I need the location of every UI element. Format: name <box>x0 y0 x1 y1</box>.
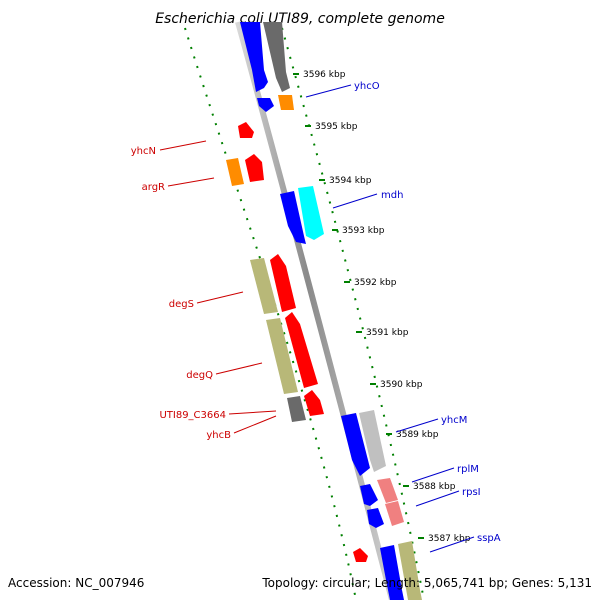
kbp-tick-label: 3589 kbp <box>396 430 439 440</box>
kbp-tick-label: 3594 kbp <box>329 176 372 186</box>
gene-label-leader <box>215 362 263 375</box>
gene-label-argr: argR <box>142 182 165 193</box>
gene-arrow-blue <box>280 191 306 244</box>
forward-strand-genes <box>240 22 422 600</box>
map-title: Escherichia coli UTI89, complete genome <box>155 11 445 27</box>
gene-label-leader <box>196 291 244 304</box>
gene-arrow-khaki <box>266 318 298 394</box>
gene-label-leader <box>415 490 460 507</box>
right-guide-line <box>281 27 425 600</box>
kbp-tick-label: 3595 kbp <box>315 122 358 132</box>
kbp-tick-label: 3592 kbp <box>354 278 397 288</box>
gene-arrow-blue <box>380 545 404 600</box>
reverse-strand-genes <box>226 122 368 562</box>
gene-label-leader <box>395 418 439 433</box>
gene-label-leader <box>332 193 378 209</box>
kbp-tick-label: 3591 kbp <box>366 328 409 338</box>
gene-arrow-red <box>270 254 296 312</box>
topology-label: Topology: circular; Length: 5,065,741 bp… <box>261 576 592 590</box>
kbp-tick-label: 3593 kbp <box>342 226 385 236</box>
gene-arrow-red <box>238 122 254 138</box>
gene-label-leader <box>167 177 215 187</box>
gene-label-yhcn: yhcN <box>131 146 156 157</box>
gene-arrow-pink <box>377 478 398 503</box>
kbp-ticks: 3596 kbp 3595 kbp 3594 kbp 3593 kbp 3592 kbp… <box>293 70 471 544</box>
gene-label-mdh: mdh <box>381 190 403 201</box>
gene-arrow-red <box>245 154 264 182</box>
gene-arrow-khaki <box>250 258 278 314</box>
gene-arrow-red <box>304 390 324 416</box>
gene-arrow-orange <box>226 158 244 186</box>
gene-arrow-khaki <box>398 541 422 600</box>
gene-arrow-blue <box>341 413 370 476</box>
gene-arrow-orange <box>278 95 294 110</box>
gene-arrow-gray <box>263 22 290 92</box>
gene-arrow-gray <box>287 396 306 422</box>
kbp-tick-label: 3588 kbp <box>413 482 456 492</box>
gene-arrow-red <box>353 548 368 562</box>
gene-label-degs: degS <box>169 299 194 310</box>
gene-label-rplm: rplM <box>457 464 479 475</box>
gene-label-yhcm: yhcM <box>441 415 467 426</box>
gene-label-yhcb: yhcB <box>206 430 231 441</box>
gene-arrow-blue <box>367 508 384 528</box>
kbp-tick-label: 3590 kbp <box>380 380 423 390</box>
gene-label-leader <box>228 410 277 415</box>
gene-label-yhco: yhcO <box>354 81 380 92</box>
gene-label-rpsi: rpsI <box>462 487 481 498</box>
gene-arrow-cyan <box>298 186 324 240</box>
gene-label-leader <box>411 467 455 483</box>
gene-label-leader <box>305 84 352 98</box>
gene-label-uti89_c3664: UTI89_C3664 <box>159 410 226 421</box>
gene-arrow-blue <box>257 98 274 112</box>
kbp-tick-label: 3596 kbp <box>303 70 346 80</box>
gene-arrow-gray <box>359 410 386 472</box>
gene-label-leader <box>429 536 475 553</box>
gene-arrow-red <box>285 312 318 388</box>
gene-label-leader <box>159 140 207 151</box>
gene-labels: yhcO mdh yhcM rplM rpsI sspA yhcN argR degS degQ U… <box>131 81 501 553</box>
gene-label-sspa: sspA <box>477 533 501 544</box>
gene-arrow-pink <box>385 501 404 526</box>
accession-label: Accession: NC_007946 <box>8 576 144 590</box>
gene-arrow-blue <box>240 22 268 92</box>
left-guide-line <box>184 27 357 600</box>
gene-arrow-blue <box>360 484 378 506</box>
gene-label-degq: degQ <box>186 370 213 381</box>
gene-label-leader <box>233 415 277 434</box>
kbp-tick-label: 3587 kbp <box>428 534 471 544</box>
